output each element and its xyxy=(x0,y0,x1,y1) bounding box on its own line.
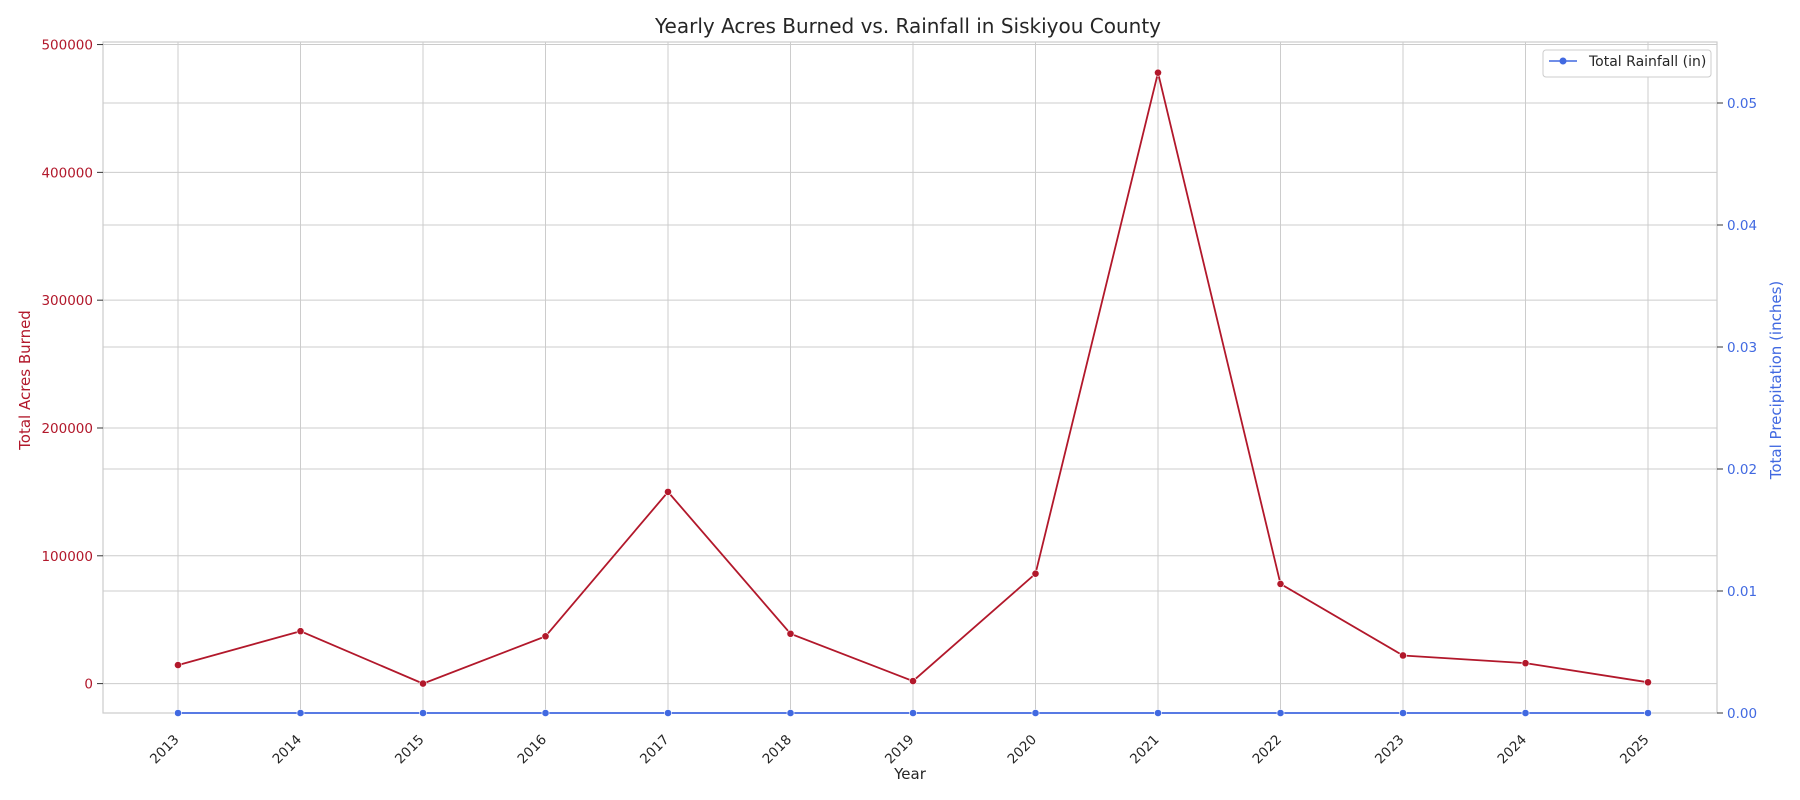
series-layer xyxy=(174,68,1652,717)
rainfall-point xyxy=(1154,709,1162,717)
rainfall-point xyxy=(174,709,182,717)
legend: Total Rainfall (in) xyxy=(1542,49,1712,78)
acres-burned-point xyxy=(909,677,917,685)
x-tick-label: 2017 xyxy=(637,732,673,768)
left-y-axis-title: Total Acres Burned xyxy=(16,310,34,451)
rainfall-point xyxy=(1644,709,1652,717)
rainfall-point xyxy=(909,709,917,717)
x-tick-label: 2021 xyxy=(1127,732,1163,768)
x-axis-ticks: 2013 2014 2015 2016 2017 2018 2019 2020 2021 2022… xyxy=(147,732,1653,768)
right-y-tick-label: 0.03 xyxy=(1727,340,1757,356)
acres-burned-point xyxy=(664,487,672,496)
left-y-axis-ticks: 0 100000 200000 300000 400000 500000 xyxy=(41,38,103,693)
rainfall-point xyxy=(419,709,427,717)
right-y-axis-title: Total Precipitation (inches) xyxy=(1767,281,1785,481)
rainfall-point xyxy=(1276,709,1285,717)
acres-burned-point xyxy=(541,632,550,641)
plot-area-border xyxy=(102,41,1718,714)
acres-burned-point xyxy=(174,661,182,669)
x-axis-title: Year xyxy=(893,765,927,783)
acres-burned-point xyxy=(1031,569,1040,578)
acres-burned-series xyxy=(174,68,1652,688)
left-y-tick-label: 0 xyxy=(84,677,93,693)
x-tick-label: 2014 xyxy=(269,732,305,768)
rainfall-point xyxy=(541,709,550,717)
grid-lines xyxy=(103,42,1717,714)
x-tick-label: 2013 xyxy=(147,732,183,768)
x-tick-label: 2018 xyxy=(759,732,795,768)
x-tick-label: 2016 xyxy=(514,732,550,768)
acres-burned-point xyxy=(1644,678,1652,687)
left-y-tick-label: 200000 xyxy=(41,421,93,437)
rainfall-series xyxy=(174,709,1652,717)
rainfall-point xyxy=(1399,709,1407,717)
x-tick-label: 2020 xyxy=(1004,732,1040,768)
right-y-axis-ticks: 0.00 0.01 0.02 0.03 0.04 0.05 xyxy=(1717,96,1757,722)
right-y-tick-label: 0.05 xyxy=(1727,96,1757,112)
legend-point-marker xyxy=(1559,57,1567,65)
acres-burned-point xyxy=(1154,68,1162,77)
rainfall-point xyxy=(786,709,795,717)
acres-burned-point xyxy=(419,679,427,688)
acres-burned-point xyxy=(1276,580,1285,588)
left-y-tick-label: 300000 xyxy=(41,293,93,309)
rainfall-point xyxy=(1031,709,1040,717)
x-tick-label: 2024 xyxy=(1494,732,1530,768)
x-tick-label: 2015 xyxy=(392,732,428,768)
x-tick-label: 2022 xyxy=(1249,732,1285,768)
left-y-tick-label: 400000 xyxy=(41,165,93,181)
rainfall-point xyxy=(664,709,672,717)
left-y-tick-label: 100000 xyxy=(41,549,93,565)
x-tick-label: 2025 xyxy=(1617,732,1653,768)
right-y-tick-label: 0.01 xyxy=(1727,584,1757,600)
right-y-tick-label: 0.04 xyxy=(1727,218,1757,234)
left-y-tick-label: 500000 xyxy=(41,38,93,54)
right-y-tick-label: 0.02 xyxy=(1727,462,1757,478)
legend-entry-rainfall: Total Rainfall (in) xyxy=(1588,54,1706,70)
acres-burned-point xyxy=(296,627,305,636)
x-tick-label: 2023 xyxy=(1372,732,1408,768)
acres-burned-point xyxy=(1399,651,1407,660)
chart-title: Yearly Acres Burned vs. Rainfall in Sisk… xyxy=(654,14,1161,38)
acres-burned-point xyxy=(786,629,795,638)
acres-burned-point xyxy=(1521,659,1530,668)
plot-frame xyxy=(102,41,1718,714)
rainfall-point xyxy=(296,709,305,717)
x-tick-label: 2019 xyxy=(882,732,918,768)
rainfall-point xyxy=(1521,709,1530,717)
legend-box xyxy=(1542,49,1712,78)
right-y-tick-label: 0.00 xyxy=(1727,706,1757,722)
